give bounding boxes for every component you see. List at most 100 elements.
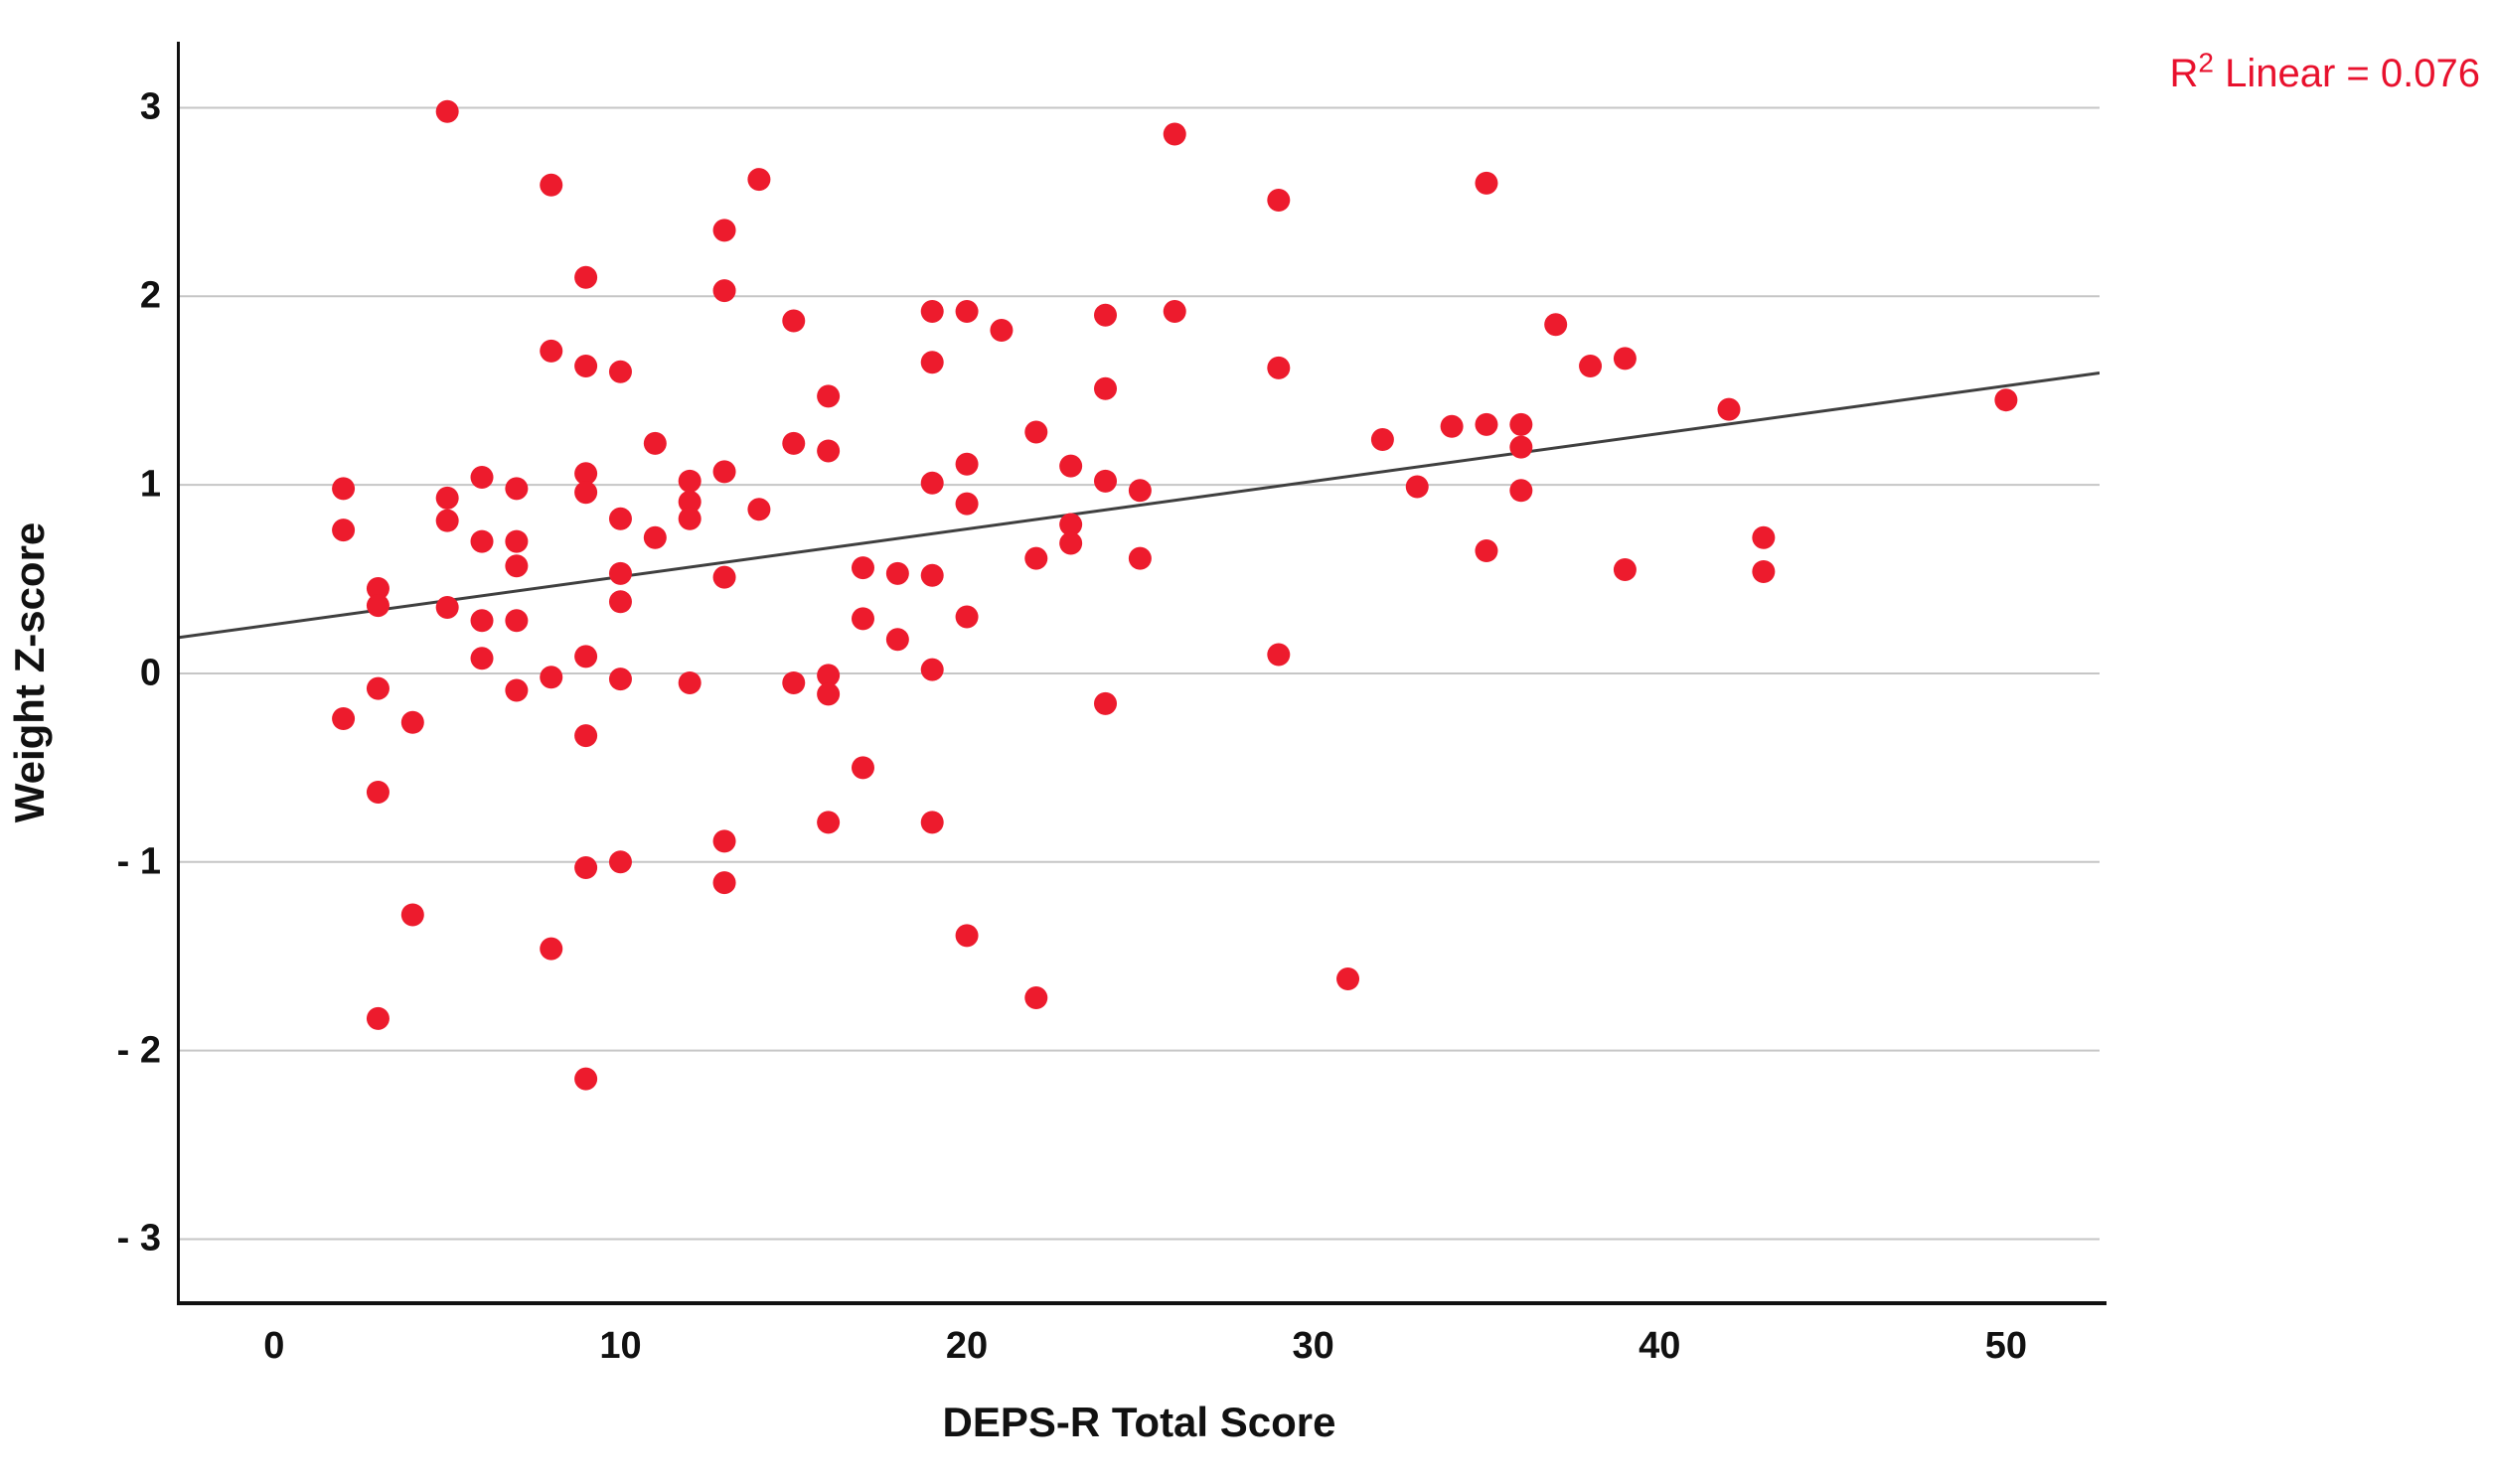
data-point [1579,355,1603,378]
data-point [1717,397,1741,421]
data-point [505,477,529,501]
data-point [574,1067,598,1091]
data-point [920,299,944,323]
data-point [505,609,529,633]
data-point [1128,479,1152,503]
x-axis-title: DEPS-R Total Score [942,1399,1336,1445]
data-point [851,756,874,780]
data-point [1475,539,1498,563]
data-point [1094,691,1118,715]
data-point [712,460,736,484]
data-point [470,466,494,490]
data-point [712,871,736,895]
data-point [712,279,736,303]
data-point [540,666,563,689]
data-point [470,609,494,633]
data-point [1475,412,1498,436]
data-point [574,855,598,879]
data-point [574,481,598,505]
data-point [678,670,702,694]
data-point [817,439,841,463]
data-point [1163,122,1186,146]
data-point [1094,469,1118,493]
data-point [608,360,632,383]
data-point [817,384,841,408]
data-point [920,471,944,495]
data-point [1509,479,1533,503]
x-tick-label: 0 [263,1325,285,1367]
data-point [1094,303,1118,327]
data-point [1094,376,1118,400]
data-point [712,565,736,589]
data-point [505,678,529,702]
data-point [505,529,529,553]
x-tick-label: 40 [1639,1325,1681,1367]
data-point [920,811,944,834]
data-point [955,605,979,629]
data-point [817,811,841,834]
x-tick-label: 10 [599,1325,642,1367]
data-point [955,452,979,476]
data-point [1267,356,1291,379]
data-point [540,937,563,961]
scatter-canvas [179,99,2100,1241]
data-point [332,519,356,542]
data-point [1059,513,1083,536]
data-point [366,781,390,805]
y-tick-label: - 2 [116,1029,161,1072]
data-point [1509,435,1533,459]
data-point [1752,525,1776,549]
data-point [1613,347,1637,371]
data-point [1440,414,1464,438]
y-tick-label: 0 [139,652,161,694]
data-point [400,710,424,734]
data-point [332,477,356,501]
data-point [678,490,702,514]
data-point [1267,188,1291,212]
y-tick-label: 3 [139,85,161,128]
trend-line [179,371,2100,640]
data-point [885,561,909,585]
data-point [782,309,806,333]
data-point [920,563,944,587]
data-point [1544,313,1568,337]
data-point [1024,985,1048,1009]
data-point [540,339,563,363]
data-point [1405,475,1429,499]
plot-area [179,42,2100,1303]
data-point [435,509,459,532]
data-point [817,682,841,706]
data-point [1128,546,1152,570]
data-point [470,529,494,553]
data-point [712,829,736,853]
r-squared-exponent: 2 [2198,47,2214,78]
y-tick-label: - 1 [116,840,161,883]
data-point [990,318,1014,342]
data-point [851,556,874,580]
data-point [712,219,736,242]
data-point [505,554,529,578]
data-point [955,299,979,323]
data-point [678,469,702,493]
data-point [1475,171,1498,195]
data-point [1059,531,1083,555]
data-point [1336,966,1360,990]
data-point [643,525,667,549]
data-point [1267,643,1291,667]
data-point [1163,299,1186,323]
data-point [435,486,459,510]
data-point [782,431,806,455]
data-point [608,850,632,874]
data-point [608,561,632,585]
data-point [1024,546,1048,570]
data-point [747,168,771,192]
data-point [366,1006,390,1030]
data-point [574,355,598,378]
data-point [574,724,598,748]
data-point [955,924,979,948]
y-axis-line [177,42,180,1305]
data-point [332,707,356,731]
data-point [608,507,632,530]
data-point [920,658,944,681]
